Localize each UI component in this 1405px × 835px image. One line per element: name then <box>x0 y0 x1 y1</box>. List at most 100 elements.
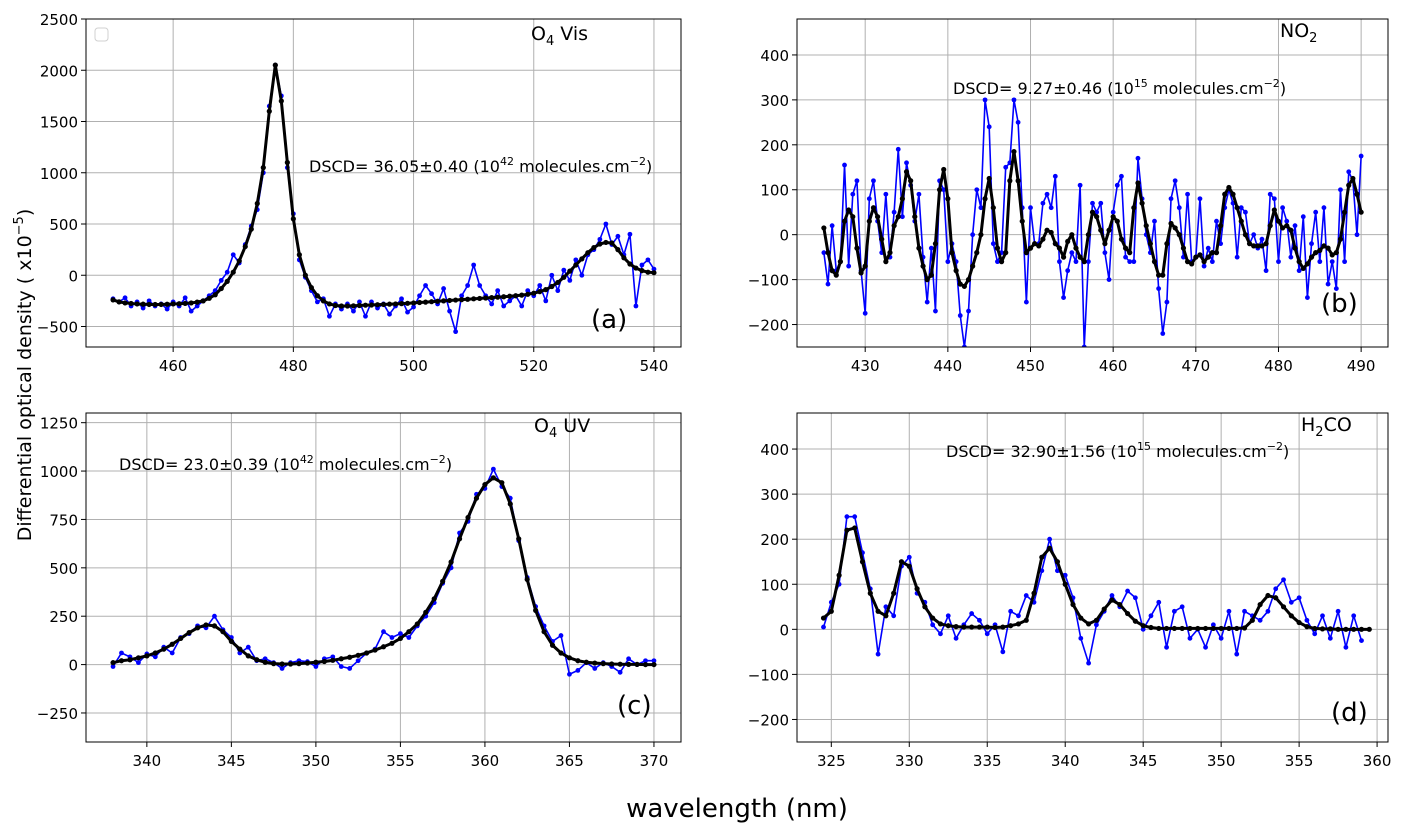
data-point-fit <box>211 623 218 629</box>
data-point-fit <box>344 303 351 309</box>
data-point-fit <box>651 270 657 276</box>
data-point-fit <box>1073 245 1079 251</box>
data-point-fit <box>1048 229 1054 236</box>
data-point-fit <box>1139 200 1145 206</box>
data-point-measured <box>1000 649 1006 655</box>
data-point-measured <box>1109 593 1115 598</box>
data-point-fit <box>953 268 959 274</box>
data-point-fit <box>1054 559 1061 565</box>
subplot-title: O4 UV <box>534 415 590 441</box>
data-point-measured <box>1132 595 1138 601</box>
series-line-measured <box>822 515 1363 664</box>
data-point-measured <box>1016 613 1021 619</box>
data-point-fit <box>1122 245 1129 251</box>
data-point-measured <box>1047 536 1053 542</box>
data-point-fit <box>372 647 378 653</box>
dscd-units: molecules.cm <box>514 157 630 176</box>
data-point-fit <box>1209 250 1215 256</box>
data-point-fit <box>489 294 495 301</box>
data-point-measured <box>471 262 477 268</box>
data-point-measured <box>1098 200 1104 206</box>
y-tick-label: 100 <box>760 182 789 200</box>
dscd-exponent: 15 <box>1137 440 1151 453</box>
data-point-measured <box>651 658 657 664</box>
data-point-fit <box>194 299 200 305</box>
data-point-measured <box>1276 259 1281 265</box>
x-tick-label: 500 <box>399 357 428 375</box>
data-point-measured <box>1152 218 1157 224</box>
data-point-fit <box>338 303 345 309</box>
data-point-fit <box>1327 626 1333 632</box>
data-point-measured <box>1313 209 1319 215</box>
data-point-fit <box>519 292 525 298</box>
data-point-measured <box>970 232 976 238</box>
data-point-measured <box>1023 593 1029 598</box>
data-point-fit <box>1007 178 1013 184</box>
data-point-fit <box>144 653 150 659</box>
data-point-measured <box>1135 155 1141 161</box>
data-point-measured <box>182 295 188 301</box>
data-point-fit <box>974 250 980 256</box>
data-point-measured <box>895 146 901 152</box>
data-point-fit <box>609 661 615 667</box>
data-point-fit <box>1081 259 1087 265</box>
data-point-fit <box>456 536 463 542</box>
dscd-units: molecules.cm <box>314 455 430 474</box>
data-point-fit <box>135 655 142 661</box>
data-point-measured <box>645 257 651 263</box>
data-point-fit <box>254 657 260 663</box>
data-point-fit <box>127 657 133 663</box>
data-point-fit <box>566 655 573 661</box>
data-point-measured <box>1209 259 1215 265</box>
data-point-fit <box>850 214 856 220</box>
data-point-fit <box>549 283 555 290</box>
data-point-measured <box>825 281 831 287</box>
data-point-fit <box>1086 621 1092 627</box>
x-tick-label: 440 <box>934 357 963 375</box>
data-point-fit <box>836 572 842 578</box>
data-point-measured <box>852 514 858 520</box>
data-point-fit <box>1265 592 1271 599</box>
data-point-measured <box>1205 245 1211 251</box>
data-point-measured <box>110 664 116 669</box>
data-point-fit <box>271 661 277 667</box>
dscd-annotation: DSCD= 23.0±0.39 (1042 molecules.cm−2) <box>119 453 452 474</box>
data-point-fit <box>866 218 872 224</box>
y-label-prefix: Differential optical density ( x10 <box>14 235 36 541</box>
data-point-fit <box>1329 252 1335 258</box>
data-point-fit <box>870 205 877 211</box>
data-point-fit <box>957 281 963 287</box>
data-point-fit <box>302 272 308 278</box>
data-point-measured <box>1003 164 1009 170</box>
data-point-measured <box>883 191 889 197</box>
data-point-fit <box>928 272 934 278</box>
data-point-fit <box>862 263 868 269</box>
data-point-fit <box>615 247 621 253</box>
data-point-fit <box>617 661 623 667</box>
x-tick-label: 370 <box>640 752 669 770</box>
data-point-measured <box>871 178 876 184</box>
data-point-fit <box>821 225 827 231</box>
data-point-measured <box>441 286 447 291</box>
data-point-fit <box>953 624 959 630</box>
data-point-measured <box>953 635 959 641</box>
data-point-measured <box>938 631 943 637</box>
data-point-fit <box>1292 245 1298 251</box>
data-point-fit <box>898 559 905 565</box>
data-point-fit <box>1156 272 1162 278</box>
data-point-fit <box>1117 601 1123 608</box>
data-point-fit <box>1131 205 1137 211</box>
data-point-fit <box>1358 626 1365 632</box>
data-point-fit <box>990 205 996 211</box>
data-point-fit <box>1040 236 1046 242</box>
title-main: H <box>1301 414 1315 436</box>
data-point-fit <box>1118 236 1125 242</box>
data-point-fit <box>591 244 597 251</box>
data-point-fit <box>634 661 640 667</box>
data-point-measured <box>519 303 525 309</box>
data-point-fit <box>482 482 488 488</box>
data-point-measured <box>597 236 603 242</box>
data-point-fit <box>1171 625 1177 632</box>
subplot-title: NO2 <box>1280 20 1317 46</box>
data-point-measured <box>387 311 392 317</box>
